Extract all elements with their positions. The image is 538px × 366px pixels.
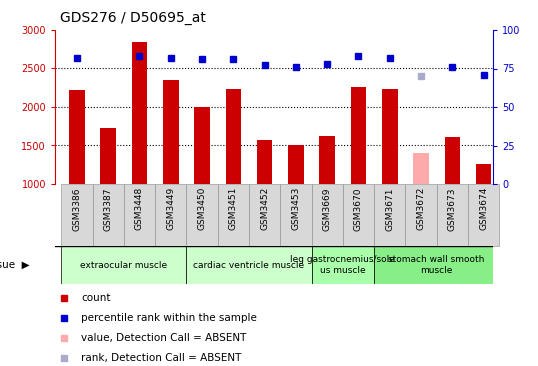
Bar xyxy=(225,89,241,184)
Bar xyxy=(312,184,343,246)
Text: GSM3673: GSM3673 xyxy=(448,187,457,231)
Bar xyxy=(218,184,249,246)
Bar xyxy=(351,87,366,184)
Text: GSM3674: GSM3674 xyxy=(479,187,488,231)
Bar xyxy=(406,184,437,246)
Bar xyxy=(374,246,499,284)
Bar xyxy=(155,184,186,246)
Bar xyxy=(186,184,218,246)
Text: GSM3451: GSM3451 xyxy=(229,187,238,231)
Bar xyxy=(186,246,312,284)
Text: extraocular muscle: extraocular muscle xyxy=(80,261,167,269)
Text: GDS276 / D50695_at: GDS276 / D50695_at xyxy=(60,11,206,25)
Bar xyxy=(61,246,186,284)
Bar xyxy=(124,184,155,246)
Text: GSM3453: GSM3453 xyxy=(292,187,300,231)
Text: tissue  ▶: tissue ▶ xyxy=(0,260,30,270)
Bar xyxy=(93,184,124,246)
Bar xyxy=(280,184,312,246)
Bar xyxy=(69,90,84,184)
Bar xyxy=(257,140,272,184)
Bar xyxy=(61,184,93,246)
Text: GSM3450: GSM3450 xyxy=(197,187,207,231)
Text: value, Detection Call = ABSENT: value, Detection Call = ABSENT xyxy=(81,333,246,343)
Bar xyxy=(320,136,335,184)
Bar xyxy=(343,184,374,246)
Text: GSM3386: GSM3386 xyxy=(73,187,81,231)
Bar xyxy=(132,42,147,184)
Bar xyxy=(249,184,280,246)
Text: GSM3448: GSM3448 xyxy=(135,187,144,230)
Bar xyxy=(374,184,406,246)
Bar xyxy=(101,128,116,184)
Text: count: count xyxy=(81,294,111,303)
Text: stomach wall smooth
muscle: stomach wall smooth muscle xyxy=(388,255,485,275)
Text: GSM3670: GSM3670 xyxy=(354,187,363,231)
Text: cardiac ventricle muscle: cardiac ventricle muscle xyxy=(193,261,305,269)
Bar xyxy=(194,107,210,184)
Text: GSM3672: GSM3672 xyxy=(416,187,426,231)
Text: GSM3452: GSM3452 xyxy=(260,187,269,230)
Text: GSM3449: GSM3449 xyxy=(166,187,175,230)
Bar xyxy=(444,137,460,184)
Bar xyxy=(163,80,179,184)
Bar xyxy=(382,89,398,184)
Bar xyxy=(468,184,499,246)
Bar xyxy=(476,164,491,184)
Bar xyxy=(437,184,468,246)
Text: GSM3671: GSM3671 xyxy=(385,187,394,231)
Bar xyxy=(312,246,374,284)
Text: GSM3669: GSM3669 xyxy=(323,187,332,231)
Bar xyxy=(288,145,304,184)
Text: percentile rank within the sample: percentile rank within the sample xyxy=(81,313,257,324)
Text: GSM3387: GSM3387 xyxy=(104,187,112,231)
Text: leg gastrocnemius/sole
us muscle: leg gastrocnemius/sole us muscle xyxy=(291,255,395,275)
Text: rank, Detection Call = ABSENT: rank, Detection Call = ABSENT xyxy=(81,354,242,363)
Bar xyxy=(413,153,429,184)
